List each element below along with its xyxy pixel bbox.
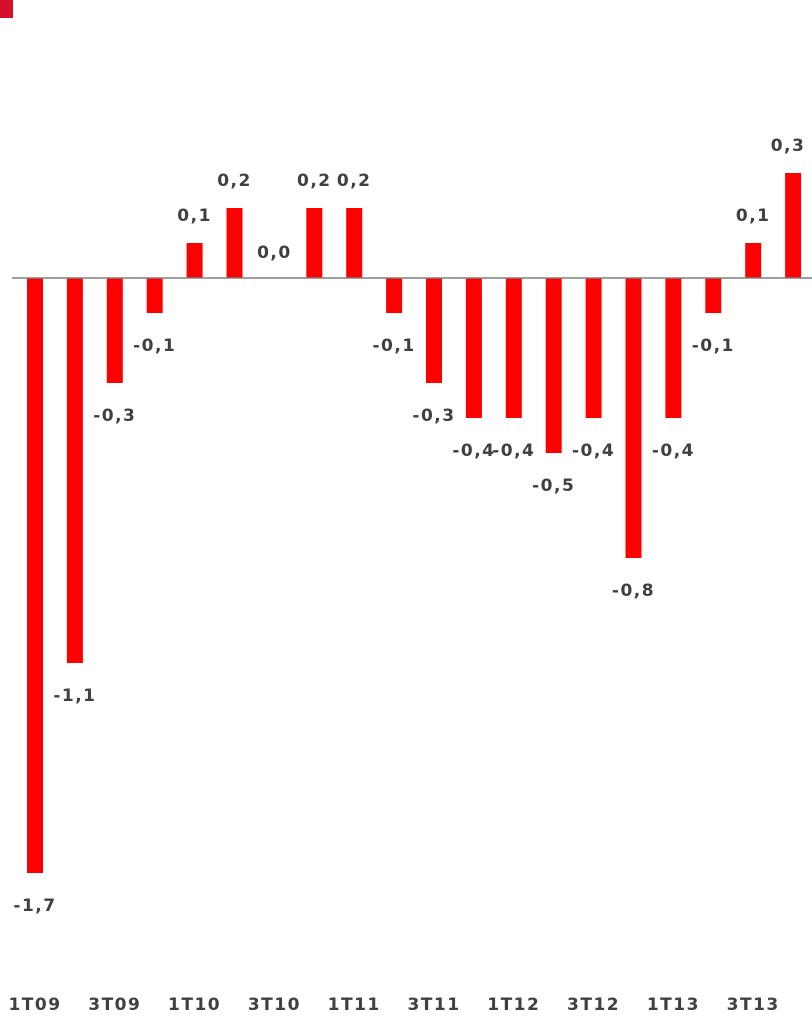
- category-label-3T12: 3T12: [567, 995, 620, 1015]
- value-label-4T13: 0,3: [771, 136, 806, 156]
- value-label-3T12: -0,4: [572, 441, 615, 461]
- value-label-4T11: -0,4: [452, 441, 495, 461]
- value-label-2T12: -0,5: [532, 476, 575, 496]
- bar-1T10: [186, 243, 203, 278]
- value-label-2T09: -1,1: [53, 686, 96, 706]
- bars-group: [27, 173, 802, 873]
- category-label-3T11: 3T11: [407, 995, 460, 1015]
- bar-2T13: [705, 278, 722, 313]
- category-labels-group: 1T09 3T09 1T10 3T10 1T11 3T11 1T12 3T12 1T13 3T13: [8, 995, 780, 1015]
- bar-2T09: [66, 278, 83, 663]
- bar-3T13: [745, 243, 762, 278]
- bar-4T13: [785, 173, 802, 278]
- category-label-3T09: 3T09: [88, 995, 141, 1015]
- category-label-1T13: 1T13: [647, 995, 700, 1015]
- bar-2T10: [226, 208, 243, 278]
- value-label-2T11: -0,1: [373, 336, 416, 356]
- value-labels-group: -1,7-1,1-0,3-0,10,10,20,00,2 0,2-0,1-0,3-…: [13, 136, 806, 916]
- value-label-3T11: -0,3: [412, 406, 455, 426]
- bar-3T12: [585, 278, 602, 418]
- value-label-3T09: -0,3: [93, 406, 136, 426]
- bar-4T09: [146, 278, 163, 313]
- bar-2T12: [545, 278, 562, 453]
- bar-4T10: [306, 208, 323, 278]
- value-label-1T11: 0,2: [337, 171, 372, 191]
- value-label-3T10: 0,0: [257, 243, 292, 263]
- value-label-1T09: -1,7: [13, 896, 56, 916]
- bar-3T11: [426, 278, 442, 383]
- value-label-2T10: 0,2: [217, 171, 252, 191]
- value-label-2T13: -0,1: [692, 336, 735, 356]
- value-label-1T13: -0,4: [652, 441, 695, 461]
- bar-4T11: [465, 278, 482, 418]
- category-label-3T10: 3T10: [248, 995, 301, 1015]
- value-label-1T12: -0,4: [492, 441, 535, 461]
- category-label-1T10: 1T10: [168, 995, 221, 1015]
- category-label-3T13: 3T13: [727, 995, 780, 1015]
- category-label-1T11: 1T11: [328, 995, 381, 1015]
- value-label-3T13: 0,1: [736, 206, 771, 226]
- bar-4T12: [625, 278, 642, 558]
- corner-accent-mark: [0, 0, 13, 18]
- category-label-1T12: 1T12: [487, 995, 540, 1015]
- bar-1T12: [505, 278, 522, 418]
- bar-1T09: [27, 278, 43, 873]
- value-label-1T10: 0,1: [177, 206, 212, 226]
- bar-2T11: [386, 278, 403, 313]
- bar-1T13: [665, 278, 682, 418]
- value-label-4T09: -0,1: [133, 336, 176, 356]
- value-label-4T10: 0,2: [297, 171, 332, 191]
- bar-1T11: [346, 208, 363, 278]
- category-label-1T09: 1T09: [8, 995, 61, 1015]
- bar-3T09: [106, 278, 123, 383]
- value-label-4T12: -0,8: [612, 581, 655, 601]
